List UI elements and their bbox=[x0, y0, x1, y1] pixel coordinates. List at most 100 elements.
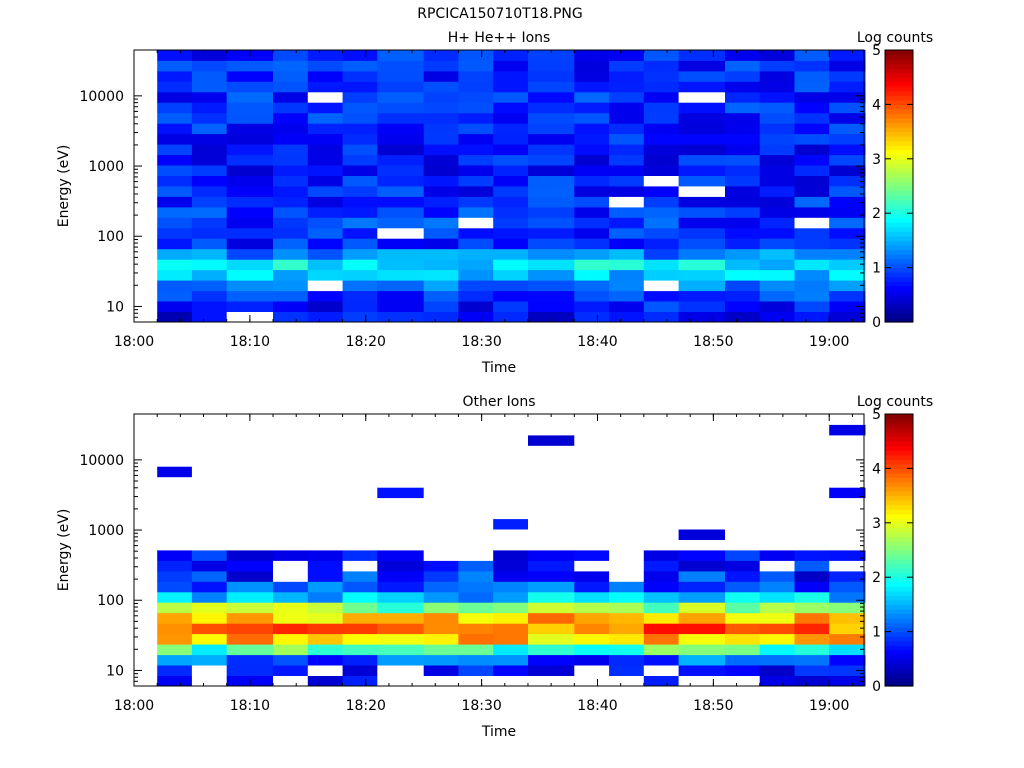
heatmap-cell bbox=[493, 644, 529, 656]
heatmap-cell bbox=[342, 81, 378, 93]
heatmap-cell bbox=[423, 238, 459, 250]
heatmap-cell bbox=[307, 248, 343, 260]
heatmap-cell bbox=[226, 654, 274, 666]
heatmap-cell bbox=[493, 259, 529, 271]
heatmap-cell bbox=[643, 248, 679, 260]
heatmap-cell bbox=[423, 175, 459, 187]
heatmap-cell bbox=[794, 644, 830, 656]
x-tick-label: 18:20 bbox=[346, 334, 386, 350]
heatmap-cell bbox=[794, 175, 830, 187]
heatmap-cell bbox=[829, 70, 866, 82]
colorbar-segment bbox=[885, 663, 913, 669]
heatmap-cell bbox=[759, 644, 795, 656]
heatmap-cell bbox=[574, 259, 610, 271]
heatmap-cell bbox=[528, 154, 575, 166]
heatmap-cell bbox=[493, 154, 529, 166]
x-tick-label: 18:50 bbox=[693, 698, 733, 714]
heatmap-cell bbox=[725, 259, 761, 271]
heatmap-cell bbox=[643, 623, 679, 635]
heatmap-cell bbox=[273, 560, 309, 572]
heatmap-cell bbox=[725, 123, 761, 135]
colorbar-tick-label: 0 bbox=[872, 679, 881, 695]
heatmap-cell bbox=[307, 81, 343, 93]
heatmap-cell bbox=[226, 602, 274, 614]
heatmap-cell bbox=[829, 414, 866, 425]
heatmap-cell bbox=[377, 50, 424, 61]
heatmap-cell bbox=[377, 455, 424, 467]
heatmap-cell bbox=[759, 539, 795, 551]
heatmap-cell bbox=[342, 259, 378, 271]
heatmap-cell bbox=[759, 248, 795, 260]
heatmap-cell bbox=[829, 50, 866, 61]
heatmap-cell bbox=[423, 466, 459, 478]
heatmap-cell bbox=[725, 175, 761, 187]
heatmap-cell bbox=[609, 539, 645, 551]
heatmap-cell bbox=[377, 529, 424, 540]
heatmap-cell bbox=[574, 301, 610, 312]
heatmap-cell bbox=[273, 644, 309, 656]
heatmap-cell bbox=[423, 434, 459, 446]
heatmap-cell bbox=[342, 570, 378, 582]
heatmap-cell bbox=[157, 654, 193, 666]
colorbar-segment bbox=[885, 217, 913, 223]
colorbar-segment bbox=[885, 54, 913, 60]
heatmap-cell bbox=[725, 81, 761, 93]
colorbar-segment bbox=[885, 294, 913, 300]
heatmap-cell bbox=[191, 102, 228, 114]
heatmap-cell bbox=[377, 445, 424, 457]
heatmap-cell bbox=[226, 612, 274, 624]
heatmap-cell bbox=[678, 497, 726, 509]
heatmap-cell bbox=[307, 508, 343, 520]
colorbar-segment bbox=[885, 172, 913, 178]
heatmap-cell bbox=[377, 70, 424, 82]
heatmap-cell bbox=[829, 654, 866, 666]
heatmap-cell bbox=[493, 539, 529, 551]
heatmap-cell bbox=[643, 269, 679, 281]
heatmap-cell bbox=[725, 455, 761, 467]
heatmap-cell bbox=[574, 102, 610, 114]
heatmap-cell bbox=[609, 248, 645, 260]
colorbar-segment bbox=[885, 254, 913, 260]
heatmap-cell bbox=[458, 280, 494, 292]
heatmap-cell bbox=[725, 602, 761, 614]
heatmap-cell bbox=[528, 529, 575, 540]
heatmap-cell bbox=[342, 227, 378, 239]
heatmap-cell bbox=[574, 602, 610, 614]
colorbar-segment bbox=[885, 317, 913, 323]
colorbar-segment bbox=[885, 654, 913, 660]
heatmap-cell bbox=[829, 217, 866, 229]
heatmap-cell bbox=[678, 633, 726, 645]
heatmap-cell bbox=[493, 633, 529, 645]
colorbar-segment bbox=[885, 136, 913, 142]
heatmap-cell bbox=[574, 623, 610, 635]
heatmap-cell bbox=[423, 206, 459, 218]
heatmap-cell bbox=[829, 476, 866, 488]
heatmap-cell bbox=[794, 133, 830, 145]
heatmap-cell bbox=[226, 175, 274, 187]
heatmap-cell bbox=[794, 227, 830, 239]
colorbar-segment bbox=[885, 572, 913, 578]
heatmap-cell bbox=[273, 665, 309, 676]
heatmap-cell bbox=[794, 238, 830, 250]
heatmap-cell bbox=[191, 133, 228, 145]
heatmap-cell bbox=[829, 612, 866, 624]
heatmap-cell bbox=[157, 290, 193, 302]
heatmap-cell bbox=[528, 497, 575, 509]
heatmap-cell bbox=[528, 665, 575, 676]
heatmap-cell bbox=[643, 539, 679, 551]
heatmap-cell bbox=[423, 91, 459, 103]
heatmap-cell bbox=[307, 518, 343, 530]
colorbar-segment bbox=[885, 99, 913, 105]
heatmap-cell bbox=[157, 60, 193, 72]
heatmap-cell bbox=[226, 259, 274, 271]
heatmap-cell bbox=[307, 301, 343, 312]
heatmap-cell bbox=[273, 238, 309, 250]
heatmap-cell bbox=[157, 529, 193, 540]
heatmap-cell bbox=[609, 165, 645, 176]
heatmap-cell bbox=[342, 581, 378, 593]
colorbar-segment bbox=[885, 645, 913, 651]
heatmap-cell bbox=[759, 290, 795, 302]
heatmap-cell bbox=[423, 217, 459, 229]
heatmap-cell bbox=[493, 175, 529, 187]
